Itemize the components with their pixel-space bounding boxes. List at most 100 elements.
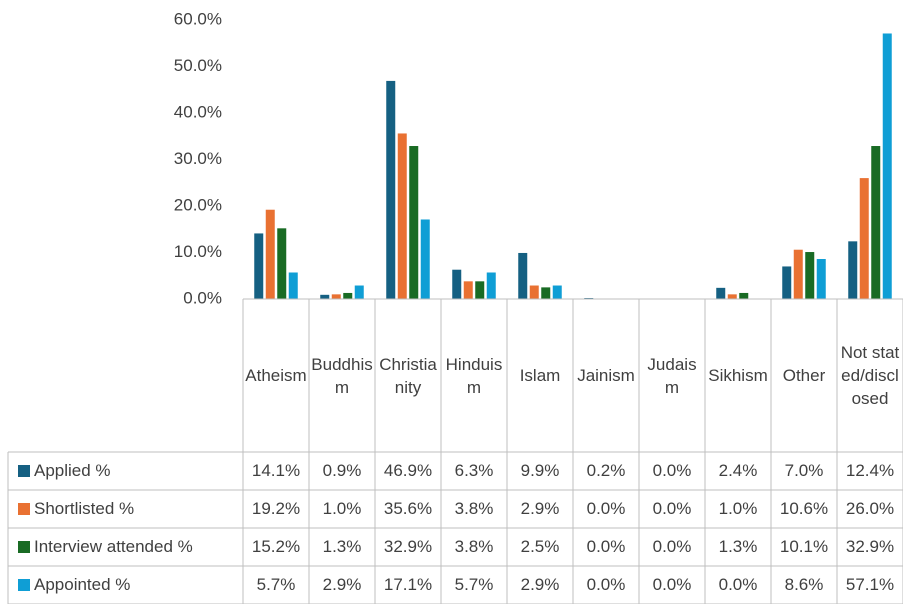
bar <box>265 209 275 299</box>
table-value: 32.9% <box>383 537 433 556</box>
bar <box>871 146 881 299</box>
table-value: 0.0% <box>652 461 692 480</box>
table-value: 3.8% <box>454 499 494 518</box>
bar <box>397 133 407 299</box>
x-tick-label: Not stated/disclosed <box>840 343 900 408</box>
bar <box>727 294 737 299</box>
bar <box>552 285 562 299</box>
bar <box>529 285 539 299</box>
y-tick-label: 0.0% <box>183 288 222 307</box>
bar <box>805 252 815 299</box>
x-tick-label: Other <box>782 366 826 385</box>
y-tick-label: 40.0% <box>174 102 222 121</box>
table-value: 0.2% <box>586 461 626 480</box>
bar <box>486 272 496 299</box>
bar <box>518 252 528 299</box>
bar <box>739 292 749 299</box>
legend-label: Applied % <box>34 461 111 480</box>
y-tick-label: 60.0% <box>174 9 222 28</box>
x-tick-label: Jainism <box>577 366 635 385</box>
legend-label: Shortlisted % <box>34 499 135 518</box>
bar <box>475 281 485 299</box>
legend-entry: Appointed % <box>8 566 243 604</box>
table-value: 2.4% <box>718 461 758 480</box>
bar <box>716 287 726 299</box>
x-tick-label: Christianity <box>379 354 437 397</box>
table-value: 17.1% <box>383 575 433 594</box>
table-value: 0.0% <box>652 575 692 594</box>
table-value: 46.9% <box>383 461 433 480</box>
table-value: 10.1% <box>779 537 829 556</box>
bar <box>541 287 551 299</box>
table-value: 0.0% <box>718 575 758 594</box>
bar <box>320 294 330 299</box>
table-value: 10.6% <box>779 499 829 518</box>
y-tick-label: 20.0% <box>174 195 222 214</box>
x-tick-label: Hinduism <box>445 354 503 397</box>
table-value: 0.0% <box>586 575 626 594</box>
table-value: 6.3% <box>454 461 494 480</box>
bar <box>409 146 419 299</box>
table-value: 0.9% <box>322 461 362 480</box>
x-tick-label: Judaism <box>647 354 697 397</box>
table-value: 9.9% <box>520 461 560 480</box>
table-value: 14.1% <box>251 461 301 480</box>
legend-label: Interview attended % <box>34 537 193 556</box>
legend-key <box>18 579 30 591</box>
bar <box>288 272 298 299</box>
bar <box>277 228 287 299</box>
y-tick-label: 50.0% <box>174 56 222 75</box>
table-value: 1.0% <box>322 499 362 518</box>
x-tick-label: Sikhism <box>708 366 768 385</box>
table-value: 35.6% <box>383 499 433 518</box>
table-value: 32.9% <box>845 537 895 556</box>
table-value: 0.0% <box>652 499 692 518</box>
table-value: 12.4% <box>845 461 895 480</box>
table-value: 7.0% <box>784 461 824 480</box>
bar <box>420 219 430 299</box>
bar <box>782 266 792 299</box>
bar <box>793 249 803 299</box>
y-tick-label: 10.0% <box>174 242 222 261</box>
legend-entry: Applied % <box>8 452 243 490</box>
legend-label: Appointed % <box>34 575 131 594</box>
table-value: 0.0% <box>652 537 692 556</box>
table-value: 5.7% <box>454 575 494 594</box>
table-value: 0.0% <box>586 499 626 518</box>
legend-key <box>18 465 30 477</box>
bar <box>386 80 396 299</box>
x-tick-label: Islam <box>519 366 561 385</box>
table-value: 5.7% <box>256 575 296 594</box>
x-tick-label: Atheism <box>245 366 307 385</box>
table-value: 0.0% <box>586 537 626 556</box>
bar <box>354 285 364 299</box>
table-value: 2.9% <box>520 499 560 518</box>
bar <box>882 33 892 300</box>
table-value: 1.3% <box>322 537 362 556</box>
table-value: 2.9% <box>322 575 362 594</box>
table-value: 15.2% <box>251 537 301 556</box>
table-value: 2.5% <box>520 537 560 556</box>
bar <box>452 269 462 299</box>
y-tick-label: 30.0% <box>174 149 222 168</box>
table-value: 57.1% <box>845 575 895 594</box>
table-value: 26.0% <box>845 499 895 518</box>
table-value: 3.8% <box>454 537 494 556</box>
bar <box>343 292 353 299</box>
bar <box>859 178 869 299</box>
legend-entry: Shortlisted % <box>8 490 243 528</box>
x-tick-label: Buddhism <box>311 354 373 397</box>
bar <box>331 294 341 299</box>
legend-entry: Interview attended % <box>8 528 243 566</box>
legend-key <box>18 541 30 553</box>
bar <box>848 241 858 299</box>
bar <box>816 259 826 299</box>
bar <box>254 233 264 299</box>
table-value: 8.6% <box>784 575 824 594</box>
bar <box>463 281 473 299</box>
table-value: 1.3% <box>718 537 758 556</box>
table-value: 2.9% <box>520 575 560 594</box>
table-value: 1.0% <box>718 499 758 518</box>
